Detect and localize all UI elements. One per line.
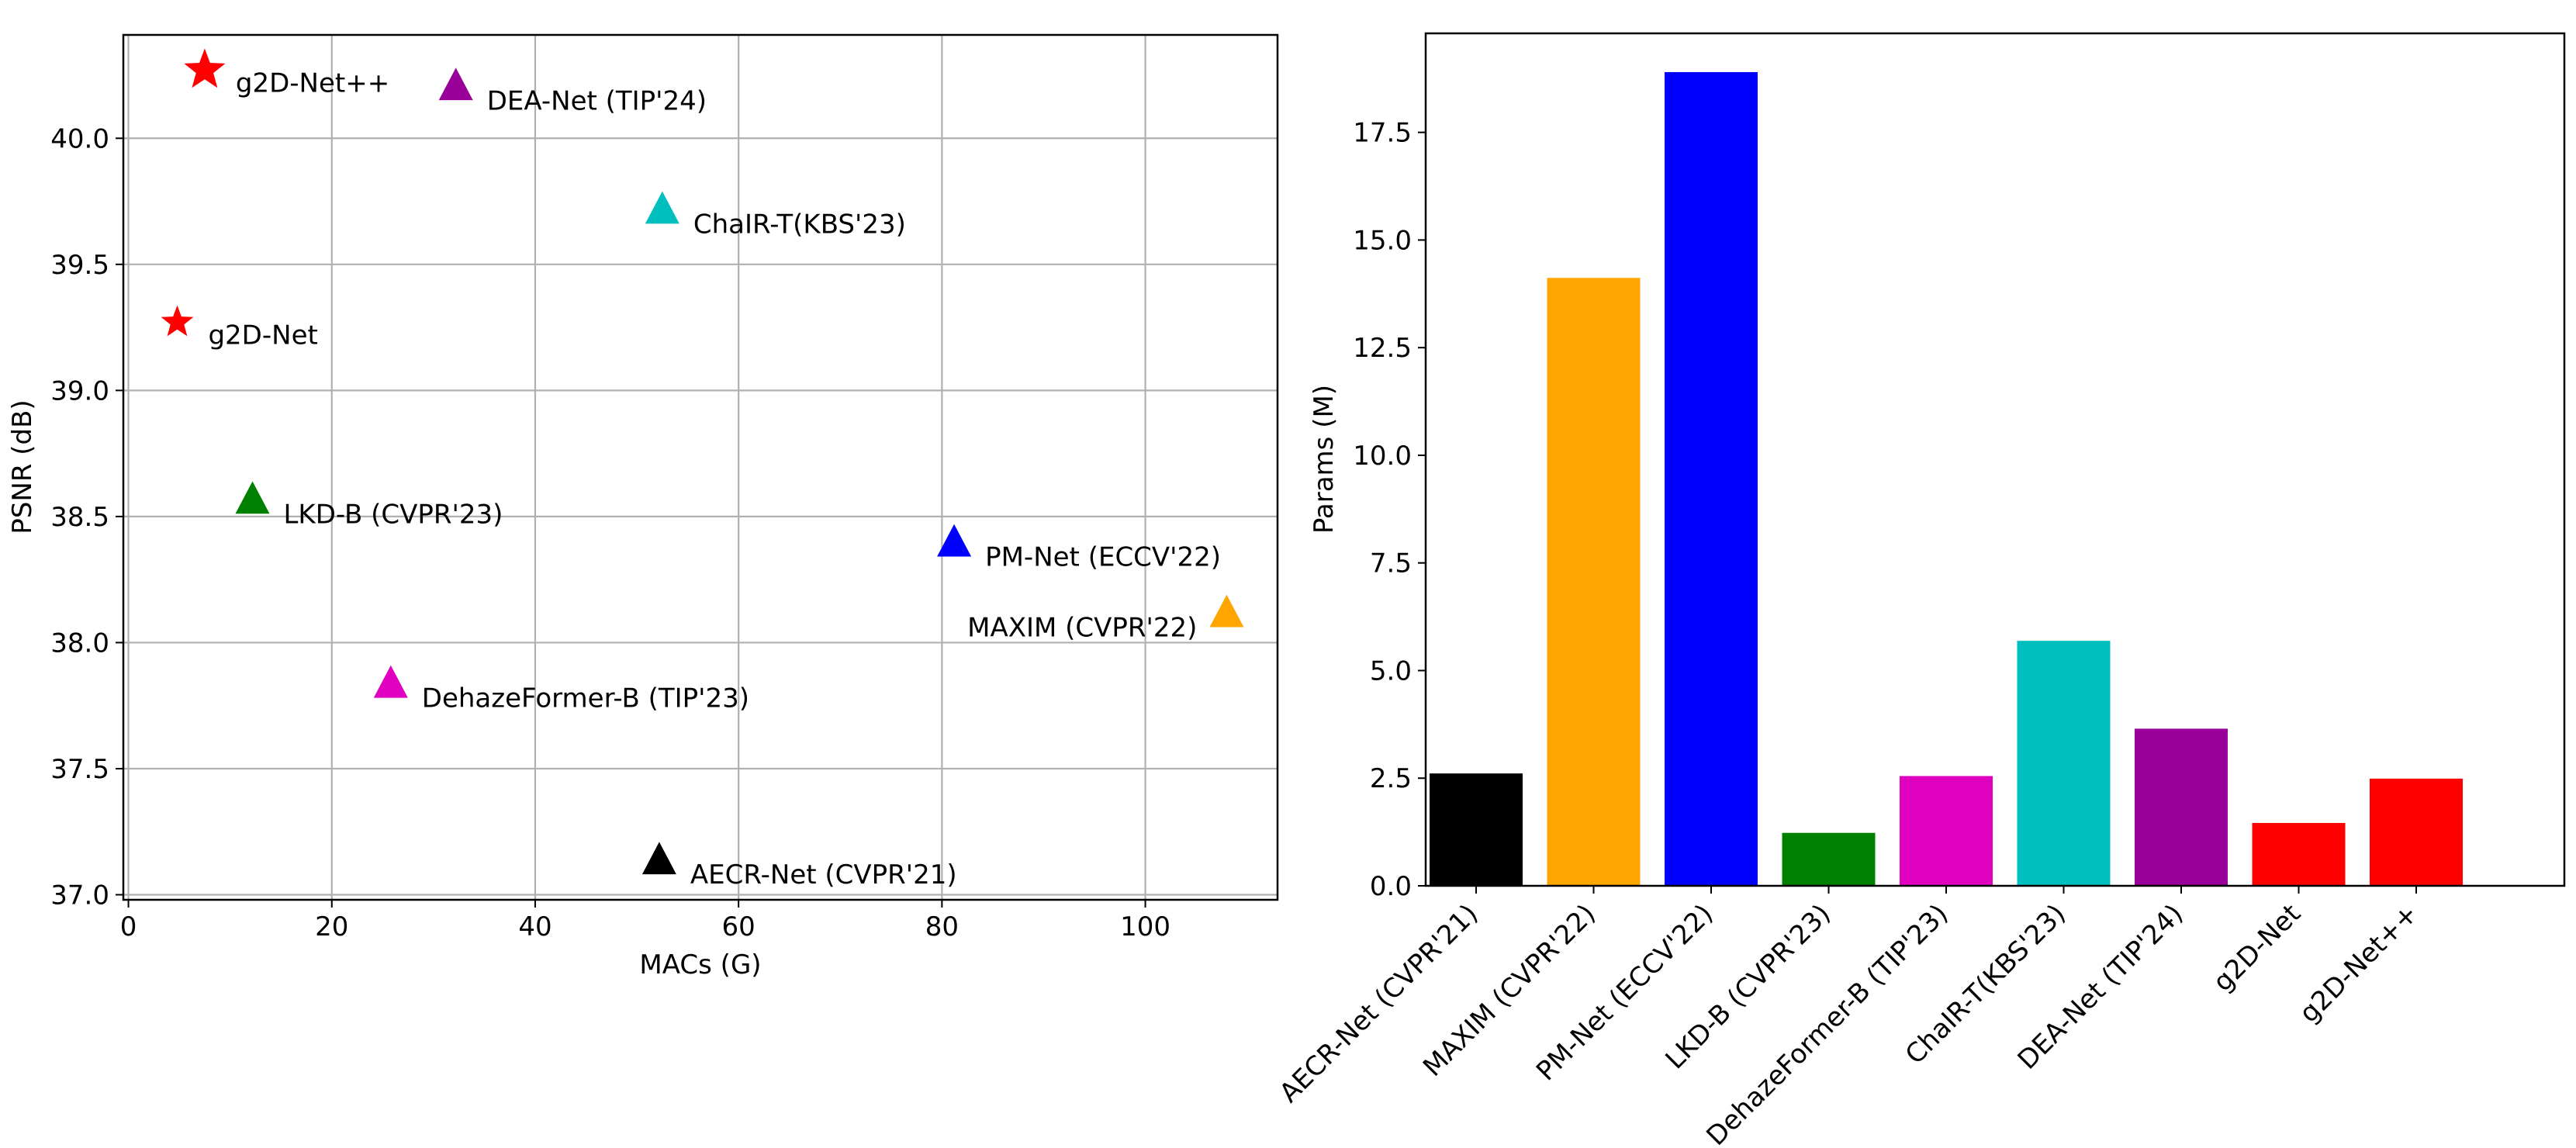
scatter-point-label-aecr-net-cvpr-21: AECR-Net (CVPR'21) xyxy=(690,859,957,890)
bar-y-tick-label: 2.5 xyxy=(1370,763,1412,794)
scatter-point-aecr-net-cvpr-21-triangle-marker xyxy=(641,842,676,875)
bar-dehazeformer-b-tip-23 xyxy=(1900,776,1993,886)
scatter-x-tick-label: 80 xyxy=(925,911,959,942)
scatter-point-g2d-net-star-marker xyxy=(184,48,226,88)
scatter-point-maxim-cvpr-22-triangle-marker xyxy=(1209,594,1244,628)
scatter-plot-frame xyxy=(122,33,1279,901)
bar-pm-net-eccv-22 xyxy=(1665,71,1758,886)
scatter-y-tick-label: 37.0 xyxy=(50,880,109,911)
scatter-point-chair-t-kbs-23-triangle-marker xyxy=(645,191,679,224)
bar-aecr-net-cvpr-21 xyxy=(1430,773,1523,886)
scatter-y-tick-label: 39.0 xyxy=(50,375,109,406)
scatter-ticks: 0 20 40 60 80 100 37.0 37.5 38.0 38.5 39.0 39.5 40.0 xyxy=(50,123,1170,942)
scatter-x-tick-label: 20 xyxy=(315,911,348,942)
scatter-y-tick-label: 39.5 xyxy=(50,250,109,281)
scatter-point-label-g2d-net: g2D-Net xyxy=(208,320,317,351)
scatter-points: g2D-Net++ DEA-Net (TIP'24) ChaIR-T(KBS'23)… xyxy=(161,48,1244,890)
bar-g2d-net xyxy=(2370,778,2463,886)
bar-y-tick-label: 15.0 xyxy=(1353,225,1412,256)
scatter-point-dehazeformer-b-tip-23-triangle-marker xyxy=(373,665,408,698)
scatter-point-pm-net-eccv-22-triangle-marker xyxy=(937,524,972,557)
scatter-point-label-g2d-net: g2D-Net++ xyxy=(236,68,389,99)
scatter-point-label-dea-net-tip-24: DEA-Net (TIP'24) xyxy=(487,85,707,116)
bar-g2d-net xyxy=(2252,822,2346,886)
bar-y-tick-label: 10.0 xyxy=(1353,441,1412,472)
scatter-x-axis-label: MACs (G) xyxy=(639,949,761,980)
scatter-x-tick-label: 40 xyxy=(518,911,552,942)
scatter-grid xyxy=(123,35,1278,900)
bar-y-axis-label: Params (M) xyxy=(1309,385,1340,534)
bar-chair-t-kbs-23 xyxy=(2017,641,2111,886)
bar-dea-net-tip-24 xyxy=(2135,728,2228,886)
scatter-x-tick-label: 100 xyxy=(1120,911,1170,942)
bar-plot-frame xyxy=(1424,32,2566,887)
scatter-point-g2d-net-star-marker xyxy=(161,305,194,337)
scatter-y-axis-label: PSNR (dB) xyxy=(7,399,38,534)
bar-y-tick-label: 5.0 xyxy=(1370,655,1412,686)
scatter-y-tick-label: 40.0 xyxy=(50,123,109,154)
bar-y-tick-label: 17.5 xyxy=(1353,118,1412,149)
bar-series xyxy=(1430,71,2463,886)
bar-y-tick-label: 7.5 xyxy=(1370,548,1412,579)
scatter-point-label-chair-t-kbs-23: ChaIR-T(KBS'23) xyxy=(693,209,906,240)
scatter-point-label-lkd-b-cvpr-23: LKD-B (CVPR'23) xyxy=(283,499,503,530)
scatter-y-tick-label: 38.5 xyxy=(50,502,109,533)
bar-y-tick-label: 0.0 xyxy=(1370,871,1412,902)
scatter-point-label-dehazeformer-b-tip-23: DehazeFormer-B (TIP'23) xyxy=(422,683,749,714)
bar-y-tick-label: 12.5 xyxy=(1353,333,1412,364)
scatter-point-label-maxim-cvpr-22: MAXIM (CVPR'22) xyxy=(967,613,1197,644)
bar-maxim-cvpr-22 xyxy=(1547,278,1641,886)
scatter-y-tick-label: 38.0 xyxy=(50,628,109,659)
bar-lkd-b-cvpr-23 xyxy=(1782,832,1876,886)
scatter-point-lkd-b-cvpr-23-triangle-marker xyxy=(235,481,270,514)
scatter-panel: g2D-Net++ DEA-Net (TIP'24) ChaIR-T(KBS'23)… xyxy=(7,33,1279,980)
scatter-y-tick-label: 37.5 xyxy=(50,754,109,785)
scatter-point-label-pm-net-eccv-22: PM-Net (ECCV'22) xyxy=(985,542,1221,573)
scatter-x-tick-label: 0 xyxy=(120,911,137,942)
scatter-x-tick-label: 60 xyxy=(722,911,756,942)
scatter-point-dea-net-tip-24-triangle-marker xyxy=(438,67,473,101)
